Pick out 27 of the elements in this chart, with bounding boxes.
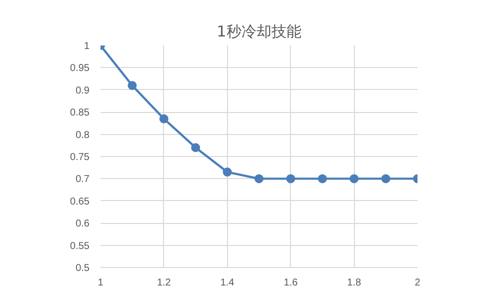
point bbox=[286, 174, 296, 184]
point bbox=[381, 174, 390, 184]
x-tick-label: 1.4 bbox=[220, 278, 235, 288]
y-tick-label: 0.6 bbox=[76, 218, 90, 230]
y-tick-label: 1 bbox=[84, 41, 90, 52]
point bbox=[350, 174, 359, 184]
y-tick-label: 0.85 bbox=[70, 108, 90, 119]
x-tick-label: 1.8 bbox=[347, 278, 362, 288]
point bbox=[318, 174, 327, 184]
point bbox=[254, 174, 264, 184]
chart-title: 1秒冷却技能 bbox=[216, 22, 302, 40]
y-tick-label: 0.75 bbox=[70, 152, 90, 163]
x-tick-label: 1 bbox=[98, 278, 104, 288]
y-tick-label: 0.8 bbox=[76, 130, 90, 141]
point bbox=[159, 114, 168, 124]
point bbox=[128, 80, 137, 90]
y-tick-label: 0.65 bbox=[70, 196, 90, 208]
point bbox=[222, 168, 232, 177]
y-tick-label: 0.55 bbox=[70, 240, 90, 252]
y-tick-label: 0.9 bbox=[76, 85, 90, 96]
x-tick-label: 2 bbox=[414, 278, 421, 288]
x-tick-label: 1.2 bbox=[156, 278, 172, 288]
y-tick-label: 0.5 bbox=[76, 263, 90, 274]
point bbox=[191, 143, 200, 152]
y-tick-label: 0.7 bbox=[76, 174, 90, 186]
y-tick-label: 0.95 bbox=[70, 63, 90, 74]
x-tick-label: 1.6 bbox=[284, 278, 298, 288]
